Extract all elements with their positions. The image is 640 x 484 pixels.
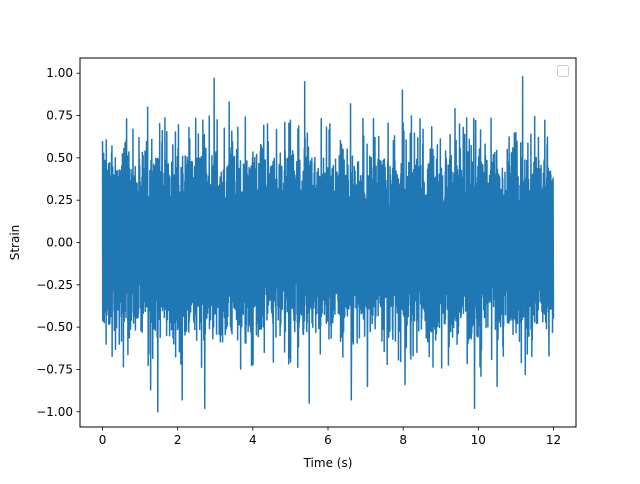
y-tick-label: −0.50 bbox=[36, 320, 73, 334]
y-tick-label: 1.00 bbox=[46, 66, 73, 80]
y-tick-label: −1.00 bbox=[36, 405, 73, 419]
x-tick-label: 12 bbox=[546, 433, 561, 447]
x-tick-label: 10 bbox=[471, 433, 486, 447]
y-tick-label: 0.00 bbox=[46, 236, 73, 250]
x-tick-label: 6 bbox=[324, 433, 332, 447]
y-tick-label: 0.25 bbox=[46, 193, 73, 207]
x-axis-label: Time (s) bbox=[303, 456, 353, 470]
y-axis-label: Strain bbox=[8, 225, 22, 261]
y-tick-label: 0.75 bbox=[46, 109, 73, 123]
y-tick-label: −0.25 bbox=[36, 278, 73, 292]
x-tick-label: 2 bbox=[174, 433, 182, 447]
x-tick-label: 8 bbox=[399, 433, 407, 447]
x-tick-label: 4 bbox=[249, 433, 257, 447]
y-tick-label: 0.50 bbox=[46, 151, 73, 165]
y-tick-label: −0.75 bbox=[36, 362, 73, 376]
strain-series-line bbox=[101, 75, 555, 413]
legend-box[interactable] bbox=[557, 65, 569, 77]
x-axis-ticks: 0 2 4 6 8 10 12 bbox=[99, 427, 561, 447]
x-tick-label: 0 bbox=[99, 433, 107, 447]
y-axis-ticks: −1.00 −0.75 −0.50 −0.25 0.00 0.25 0.50 0.75 1.00 bbox=[36, 66, 80, 419]
signal-layer bbox=[101, 75, 555, 413]
